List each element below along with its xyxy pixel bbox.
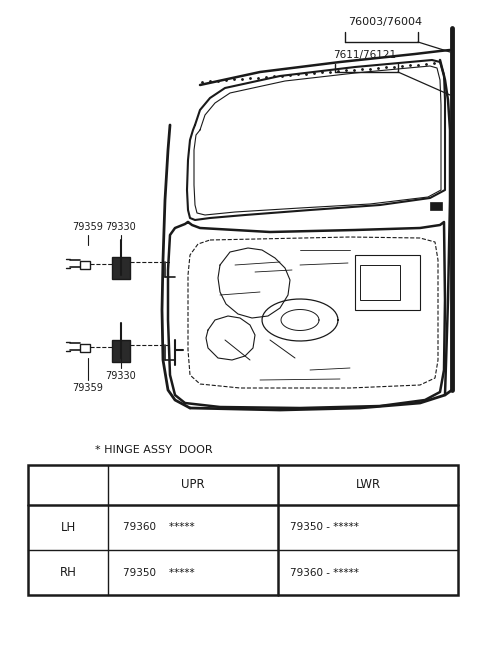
Bar [28,465,458,595]
Bar [112,257,130,279]
Text: 79360 - *****: 79360 - ***** [290,568,359,578]
Text: 79330: 79330 [106,222,136,232]
Text: UPR: UPR [181,478,205,491]
Text: RH: RH [60,566,76,579]
Bar [112,340,130,362]
Text: 76003/76004: 76003/76004 [348,17,422,27]
Text: 79360    *****: 79360 ***** [123,522,194,533]
Bar [430,202,442,210]
Text: 7611/76121: 7611/76121 [334,50,396,60]
Text: LH: LH [60,521,76,534]
Text: 79330: 79330 [106,371,136,381]
Text: 79350    *****: 79350 ***** [123,568,194,578]
Bar [355,255,420,310]
Text: 79359: 79359 [72,222,103,232]
Bar [80,344,90,352]
Text: LWR: LWR [355,478,381,491]
Text: * HINGE ASSY  DOOR: * HINGE ASSY DOOR [95,445,213,455]
Text: 79359: 79359 [72,383,103,393]
Bar [80,261,90,269]
Text: 79350 - *****: 79350 - ***** [290,522,359,533]
Bar [360,265,400,300]
